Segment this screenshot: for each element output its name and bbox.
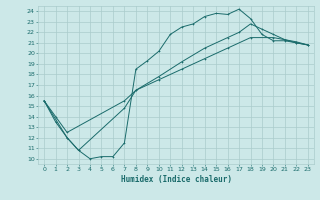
X-axis label: Humidex (Indice chaleur): Humidex (Indice chaleur) xyxy=(121,175,231,184)
